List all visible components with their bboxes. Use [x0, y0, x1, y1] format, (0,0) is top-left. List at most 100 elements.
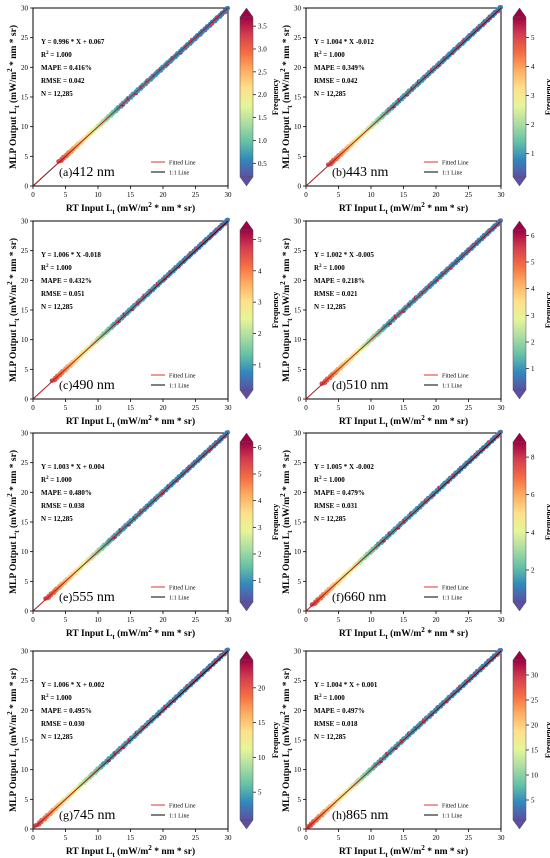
- stats-line: N = 12,285: [41, 733, 73, 741]
- y-tick-label: 5: [25, 366, 29, 374]
- y-tick-label: 10: [21, 123, 29, 131]
- x-tick-label: 25: [465, 834, 473, 842]
- scatter-panel: 0 5 10 15 20 25 30 0 5 10 15 20 25 30 Y = 1.005 * X -0…: [279, 430, 550, 642]
- y-tick-label: 20: [21, 64, 29, 72]
- x-tick-label: 15: [400, 834, 408, 842]
- stats-line: RMSE = 0.018: [314, 720, 358, 728]
- x-axis-title: RT Input Lt (mW/m2 * nm * sr): [339, 414, 468, 429]
- colorbar-bottom-extension: [239, 601, 254, 612]
- y-tick-label: 15: [294, 307, 302, 315]
- stats-line: Y = 1.006 * X + 0.002: [41, 681, 105, 689]
- y-tick-label: 10: [21, 548, 29, 556]
- x-tick-label: 25: [192, 616, 200, 624]
- colorbar-tick-label: 5: [531, 259, 535, 267]
- stats-line: MAPE = 0.432%: [41, 277, 92, 285]
- stats-line: MAPE = 0.218%: [314, 277, 365, 285]
- legend-fitted-label: Fitted Line: [169, 161, 196, 167]
- stats-line: R2 = 1.000: [314, 264, 345, 272]
- x-axis-title: RT Input Lt (mW/m2 * nm * sr): [66, 414, 195, 429]
- y-tick-label: 5: [298, 578, 302, 586]
- y-tick-label: 0: [25, 396, 29, 404]
- colorbar-title: Frequency: [544, 722, 550, 758]
- stats-line: R2 = 1.000: [314, 51, 345, 59]
- colorbar-tick-label: 10: [258, 754, 266, 762]
- stats-line: RMSE = 0.031: [314, 502, 358, 510]
- stats-line: N = 12,285: [314, 515, 346, 523]
- x-tick-label: 25: [192, 404, 200, 412]
- stats-line: N = 12,285: [41, 303, 73, 311]
- stats-line: Y = 0.996 * X + 0.067: [41, 38, 105, 46]
- x-tick-label: 20: [160, 834, 168, 842]
- x-tick-label: 5: [64, 191, 68, 199]
- colorbar-top-extension: [239, 650, 254, 661]
- x-tick-label: 15: [127, 616, 135, 624]
- y-axis-title: MLP Output Lt (mW/m2 * nm * sr): [279, 450, 294, 594]
- colorbar-bottom-extension: [512, 601, 527, 612]
- y-tick-label: 5: [25, 796, 29, 804]
- colorbar-title: Frequency: [544, 504, 550, 540]
- x-axis-title: RT Input Lt (mW/m2 * nm * sr): [339, 201, 468, 216]
- x-tick-label: 10: [368, 404, 376, 412]
- colorbar: [512, 229, 527, 391]
- y-tick-label: 20: [21, 707, 29, 715]
- fitted-line: [305, 7, 502, 187]
- y-tick-label: 5: [298, 796, 302, 804]
- x-tick-label: 20: [160, 404, 168, 412]
- y-tick-label: 20: [294, 64, 302, 72]
- colorbar: [239, 16, 254, 178]
- legend-identity-label: 1:1 Line: [169, 384, 189, 390]
- fitted-line: [32, 649, 229, 830]
- stats-line: MAPE = 0.479%: [314, 489, 365, 497]
- y-tick-label: 30: [294, 648, 302, 656]
- colorbar: [239, 659, 254, 821]
- panel-label: (g)745 nm: [59, 808, 116, 823]
- colorbar-top-extension: [512, 432, 527, 443]
- stats-line: RMSE = 0.021: [314, 290, 358, 298]
- panel-label: (c)490 nm: [59, 378, 115, 393]
- stats-line: Y = 1.002 * X -0.005: [314, 251, 374, 259]
- stats-line: R2 = 1.000: [41, 51, 72, 59]
- x-axis-title: RT Input Lt (mW/m2 * nm * sr): [66, 626, 195, 641]
- colorbar-tick-label: 15: [531, 747, 539, 755]
- x-tick-label: 30: [225, 616, 233, 624]
- y-axis-title: MLP Output Lt (mW/m2 * nm * sr): [6, 238, 21, 382]
- y-axis-title: MLP Output Lt (mW/m2 * nm * sr): [279, 668, 294, 812]
- y-tick-label: 15: [21, 737, 29, 745]
- colorbar-tick-label: 1: [531, 150, 535, 158]
- y-tick-label: 30: [294, 5, 302, 13]
- x-tick-label: 25: [465, 404, 473, 412]
- stats-line: N = 12,285: [314, 303, 346, 311]
- x-tick-label: 15: [400, 191, 408, 199]
- y-tick-label: 0: [298, 183, 302, 191]
- x-tick-label: 20: [433, 404, 441, 412]
- y-tick-label: 5: [298, 366, 302, 374]
- y-tick-label: 10: [294, 336, 302, 344]
- legend-identity-label: 1:1 Line: [442, 596, 462, 602]
- stats-line: RMSE = 0.030: [41, 720, 85, 728]
- y-tick-label: 10: [294, 123, 302, 131]
- legend-fitted-label: Fitted Line: [169, 586, 196, 592]
- y-tick-label: 10: [21, 766, 29, 774]
- y-axis-title: MLP Output Lt (mW/m2 * nm * sr): [6, 450, 21, 594]
- colorbar-tick-label: 3.5: [258, 23, 267, 31]
- legend-identity-label: 1:1 Line: [442, 171, 462, 177]
- legend-identity-label: 1:1 Line: [169, 596, 189, 602]
- legend-identity-label: 1:1 Line: [442, 814, 462, 820]
- colorbar-tick-label: 20: [258, 684, 266, 692]
- colorbar-tick-label: 2: [258, 330, 262, 338]
- fitted-line: [305, 650, 502, 830]
- y-tick-label: 0: [298, 396, 302, 404]
- y-tick-label: 0: [25, 826, 29, 834]
- colorbar-top-extension: [512, 220, 527, 231]
- colorbar-tick-label: 6: [531, 491, 535, 499]
- stats-line: R2 = 1.000: [314, 476, 345, 484]
- colorbar-tick-label: 5: [531, 34, 535, 42]
- y-tick-label: 20: [294, 489, 302, 497]
- colorbar-title: Frequency: [544, 292, 550, 328]
- x-tick-label: 10: [368, 834, 376, 842]
- colorbar-tick-label: 10: [531, 772, 539, 780]
- colorbar-tick-label: 5: [258, 236, 262, 244]
- colorbar-tick-label: 1: [258, 361, 262, 369]
